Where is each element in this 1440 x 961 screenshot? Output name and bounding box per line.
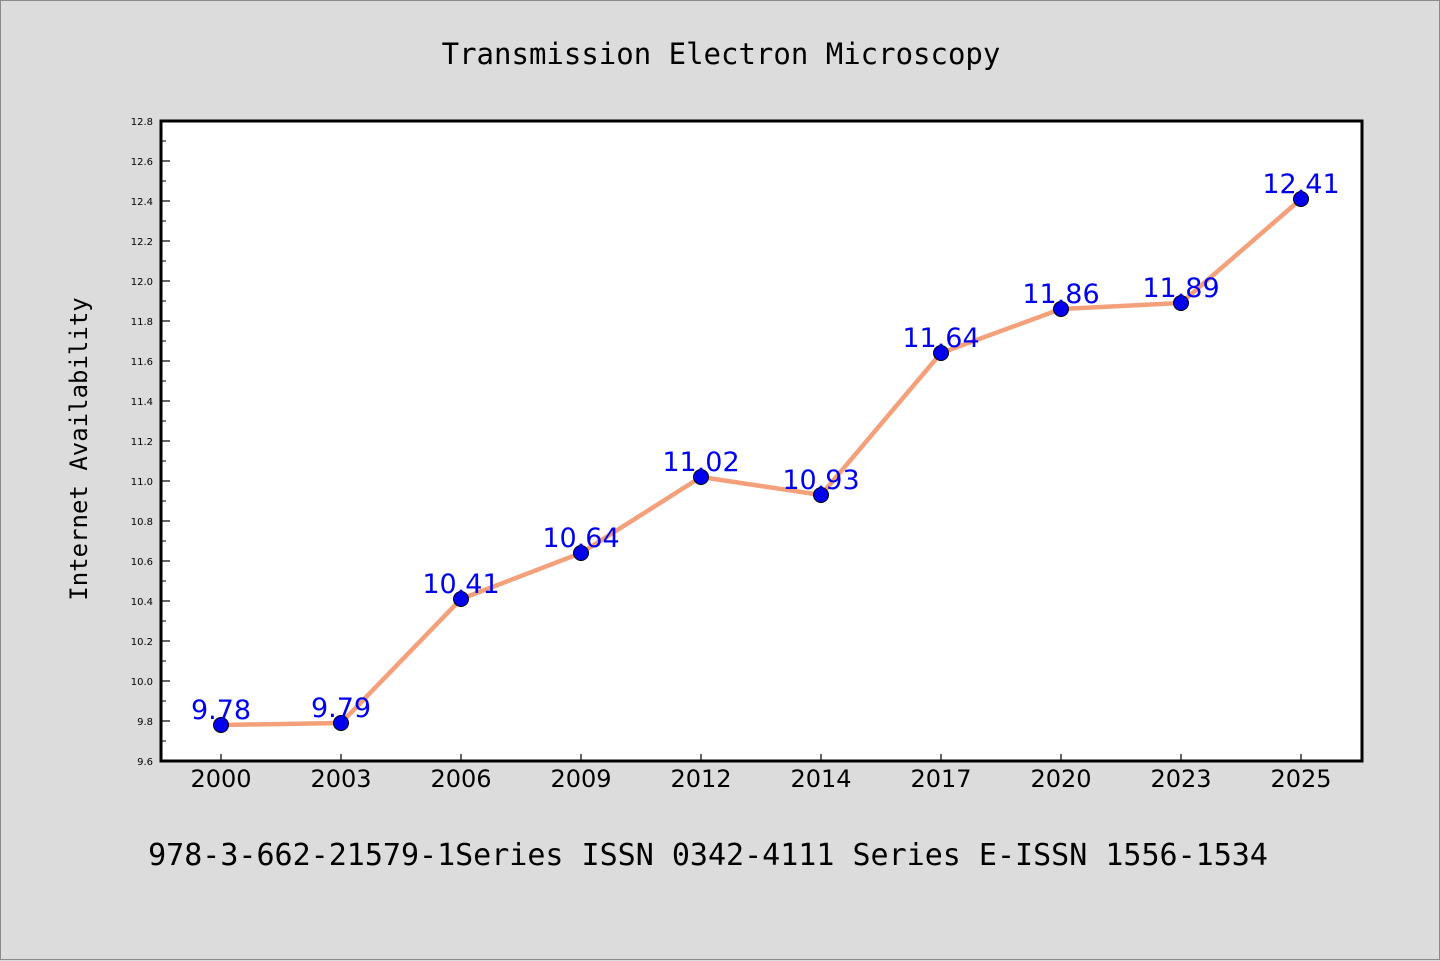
x-tick-label: 2025 (1270, 765, 1331, 793)
y-tick-label: 9.6 (137, 757, 153, 768)
y-tick-label: 12.6 (131, 157, 153, 168)
data-point (573, 545, 589, 561)
data-label: 10.64 (542, 523, 619, 554)
y-axis-label: Internet Availability (65, 297, 93, 600)
data-point (1053, 301, 1069, 317)
y-tick-label: 12.0 (131, 277, 153, 288)
data-label: 11.64 (902, 323, 979, 354)
y-tick-label: 10.8 (131, 517, 153, 528)
data-point (213, 717, 229, 733)
data-label: 11.86 (1022, 279, 1099, 310)
y-tick-label: 11.6 (131, 357, 153, 368)
data-label: 12.41 (1262, 169, 1339, 200)
x-tick-label: 2023 (1150, 765, 1211, 793)
y-tick-label: 11.0 (131, 477, 153, 488)
y-tick-label: 12.8 (131, 117, 153, 128)
x-tick-label: 2020 (1030, 765, 1091, 793)
x-tick-label: 2012 (670, 765, 731, 793)
data-point (1173, 295, 1189, 311)
data-point (333, 715, 349, 731)
y-tick-label: 10.6 (131, 557, 153, 568)
x-axis-ticks: 2000 2003 2006 2009 2012 2014 2017 2020 2023 2025 (190, 754, 1332, 793)
y-tick-label: 11.8 (131, 317, 153, 328)
x-tick-label: 2006 (430, 765, 491, 793)
chart-title: Transmission Electron Microscopy (442, 37, 1001, 71)
x-tick-label: 2003 (310, 765, 371, 793)
y-tick-label: 11.4 (131, 397, 153, 408)
data-point (453, 591, 469, 607)
y-tick-label: 10.2 (131, 637, 153, 648)
x-tick-label: 2000 (190, 765, 251, 793)
series-line-group (220, 197, 1303, 728)
data-labels: 9.78 9.79 10.41 10.64 11.02 10.93 11.64 11.86 11… (191, 169, 1340, 726)
series-markers (213, 191, 1309, 733)
data-label: 11.89 (1142, 273, 1219, 304)
data-label: 9.79 (311, 693, 371, 724)
x-tick-label: 2014 (790, 765, 851, 793)
data-point (693, 469, 709, 485)
y-tick-label: 12.4 (131, 197, 153, 208)
y-tick-label: 10.4 (131, 597, 153, 608)
plot-area (159, 119, 1364, 763)
data-label: 9.78 (191, 695, 251, 726)
x-tick-label: 2009 (550, 765, 611, 793)
y-tick-label: 12.2 (131, 237, 153, 248)
y-tick-label: 9.8 (137, 717, 153, 728)
footer-text: 978-3-662-21579-1Series ISSN 0342-4111 S… (148, 838, 1268, 873)
data-point (933, 345, 949, 361)
y-tick-label: 10.0 (131, 677, 153, 688)
data-label: 10.41 (422, 569, 499, 600)
data-label: 10.93 (782, 465, 859, 496)
series-line (220, 197, 1303, 728)
y-tick-label: 11.2 (131, 437, 153, 448)
data-point (813, 487, 829, 503)
y-axis-ticks: 9.6 9.8 10.0 10.2 10.4 10.6 10.8 11.0 11.2 11.4 11… (131, 117, 170, 768)
data-point (1293, 191, 1309, 207)
x-tick-label: 2017 (910, 765, 971, 793)
data-label: 11.02 (662, 447, 739, 478)
